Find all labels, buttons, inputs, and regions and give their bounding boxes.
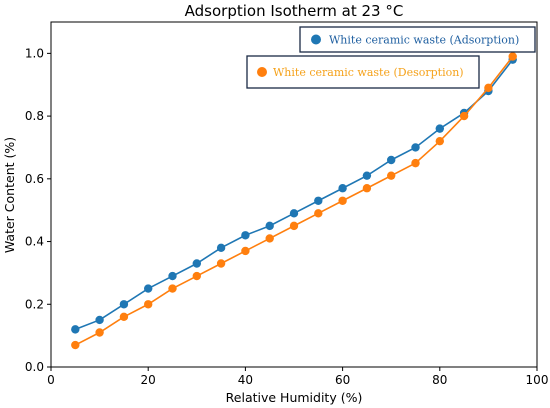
chart-title: Adsorption Isotherm at 23 °C: [185, 2, 404, 20]
y-tick-label: 0.0: [25, 360, 44, 374]
plot-area-border: [50, 21, 538, 368]
series-adsorption: [71, 55, 517, 334]
y-tick-label: 0.6: [25, 172, 44, 186]
y-tick-label: 0.4: [25, 235, 44, 249]
x-tick-label: 40: [238, 373, 253, 387]
data-point: [387, 155, 396, 165]
data-point: [216, 243, 226, 253]
x-axis-label: Relative Humidity (%): [226, 390, 363, 405]
series-line: [74, 56, 514, 346]
data-point: [362, 184, 372, 193]
legend-label-desorption: White ceramic waste (Desorption): [273, 66, 464, 79]
y-tick-label: 0.2: [25, 297, 44, 311]
data-point: [289, 221, 299, 231]
data-point: [168, 271, 177, 281]
data-point: [289, 209, 299, 218]
data-point: [484, 83, 493, 93]
series-desorption: [71, 52, 517, 350]
y-tick-label: 0.8: [25, 109, 44, 123]
legend-marker-adsorption: [311, 34, 321, 45]
data-point: [338, 196, 347, 205]
data-point: [192, 259, 201, 268]
data-point: [241, 231, 250, 240]
data-point: [265, 234, 274, 243]
series-line: [75, 59, 514, 331]
data-point: [435, 124, 444, 133]
data-point: [95, 315, 104, 325]
legend-box-desorption: White ceramic waste (Desorption): [246, 55, 480, 89]
x-tick-label: 100: [526, 373, 549, 387]
data-point: [411, 143, 420, 152]
data-point: [411, 158, 420, 168]
legend-marker-desorption: [257, 67, 267, 77]
data-point: [435, 136, 444, 146]
series-layer: [71, 52, 517, 350]
x-tick-label: 20: [141, 373, 156, 387]
data-point: [508, 52, 517, 61]
data-point: [119, 312, 129, 322]
legend-label-adsorption: White ceramic waste (Adsorption): [329, 34, 519, 47]
data-point: [168, 284, 177, 293]
plot-frame: [50, 21, 538, 368]
data-point: [338, 184, 347, 193]
axes-layer: 0 20 40 60 80 100 0.0 0.2 0.4 0.6 0.8 1.0: [25, 46, 549, 387]
data-point: [387, 171, 396, 180]
x-tick-label: 80: [432, 373, 447, 387]
data-point: [144, 300, 153, 309]
x-tick-label: 60: [335, 373, 350, 387]
x-tick-label: 0: [47, 373, 55, 387]
data-point: [362, 171, 372, 180]
legend-box-adsorption: White ceramic waste (Adsorption): [299, 26, 536, 53]
data-point: [95, 328, 104, 337]
data-point: [241, 246, 250, 256]
data-point: [192, 271, 201, 281]
y-tick-label: 1.0: [25, 46, 44, 60]
data-point: [119, 300, 129, 309]
data-point: [144, 284, 153, 293]
data-point: [71, 340, 80, 350]
data-point: [71, 325, 80, 334]
data-point: [216, 259, 226, 268]
data-point: [314, 196, 323, 205]
data-point: [314, 209, 323, 218]
data-point: [459, 111, 469, 121]
data-point: [265, 221, 274, 231]
y-axis-label: Water Content (%): [2, 137, 17, 253]
